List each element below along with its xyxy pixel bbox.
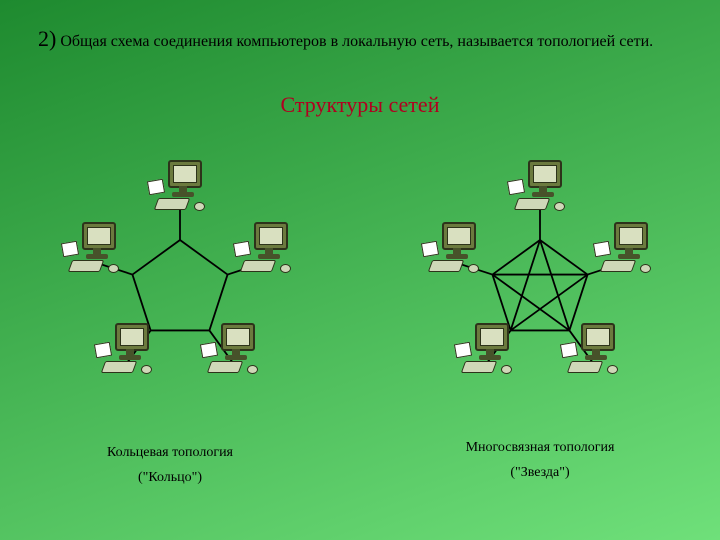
- subtitle-text: Структуры сетей: [281, 92, 440, 117]
- mouse-icon: [280, 264, 291, 273]
- monitor-base: [119, 355, 141, 360]
- diagram-mesh: [400, 140, 680, 400]
- computer-node: [64, 222, 124, 277]
- caption-mesh: Многосвязная топология ("Звезда"): [440, 435, 640, 485]
- monitor-stand: [126, 349, 134, 355]
- mouse-icon: [640, 264, 651, 273]
- monitor-icon: [115, 323, 149, 351]
- paper-icon: [61, 241, 79, 258]
- keyboard-icon: [567, 361, 603, 373]
- monitor-stand: [486, 349, 494, 355]
- monitor-base: [446, 254, 468, 259]
- monitor-base: [258, 254, 280, 259]
- monitor-base: [585, 355, 607, 360]
- computer-node: [150, 160, 210, 215]
- computer-node: [424, 222, 484, 277]
- mouse-icon: [468, 264, 479, 273]
- computer-node: [596, 222, 656, 277]
- diagram-ring: [40, 140, 320, 400]
- computer-node: [203, 323, 263, 378]
- monitor-icon: [221, 323, 255, 351]
- heading-text: Общая схема соединения компьютеров в лок…: [60, 33, 653, 50]
- paper-icon: [147, 179, 165, 196]
- monitor-base: [618, 254, 640, 259]
- monitor-base: [479, 355, 501, 360]
- paper-icon: [560, 342, 578, 359]
- keyboard-icon: [101, 361, 137, 373]
- computer-node: [563, 323, 623, 378]
- paper-icon: [94, 342, 112, 359]
- mouse-icon: [194, 202, 205, 211]
- paper-icon: [592, 241, 610, 258]
- monitor-icon: [528, 160, 562, 188]
- monitor-icon: [168, 160, 202, 188]
- heading: 2) Общая схема соединения компьютеров в …: [38, 24, 678, 54]
- monitor-icon: [82, 222, 116, 250]
- mouse-icon: [247, 365, 258, 374]
- computer-node: [97, 323, 157, 378]
- monitor-base: [86, 254, 108, 259]
- keyboard-icon: [239, 260, 275, 272]
- keyboard-icon: [68, 260, 104, 272]
- monitor-stand: [232, 349, 240, 355]
- keyboard-icon: [514, 198, 550, 210]
- caption-mesh-line1: Многосвязная топология: [466, 440, 615, 455]
- caption-ring-line1: Кольцевая топология: [107, 445, 233, 460]
- monitor-icon: [614, 222, 648, 250]
- keyboard-icon: [154, 198, 190, 210]
- keyboard-icon: [207, 361, 243, 373]
- keyboard-icon: [428, 260, 464, 272]
- mouse-icon: [108, 264, 119, 273]
- monitor-base: [532, 192, 554, 197]
- paper-icon: [232, 241, 250, 258]
- monitor-base: [225, 355, 247, 360]
- caption-ring: Кольцевая топология ("Кольцо"): [80, 440, 260, 490]
- computer-node: [457, 323, 517, 378]
- caption-mesh-line2: ("Звезда"): [440, 460, 640, 485]
- paper-icon: [454, 342, 472, 359]
- mouse-icon: [141, 365, 152, 374]
- keyboard-icon: [599, 260, 635, 272]
- slide: 2) Общая схема соединения компьютеров в …: [0, 0, 720, 540]
- subtitle: Структуры сетей: [0, 92, 720, 118]
- mouse-icon: [607, 365, 618, 374]
- mouse-icon: [501, 365, 512, 374]
- keyboard-icon: [461, 361, 497, 373]
- paper-icon: [421, 241, 439, 258]
- computer-node: [236, 222, 296, 277]
- mouse-icon: [554, 202, 565, 211]
- computer-node: [510, 160, 570, 215]
- paper-icon: [200, 342, 218, 359]
- monitor-icon: [254, 222, 288, 250]
- monitor-icon: [581, 323, 615, 351]
- paper-icon: [507, 179, 525, 196]
- monitor-icon: [475, 323, 509, 351]
- monitor-stand: [592, 349, 600, 355]
- caption-ring-line2: ("Кольцо"): [80, 465, 260, 490]
- monitor-icon: [442, 222, 476, 250]
- heading-number: 2): [38, 26, 56, 51]
- monitor-base: [172, 192, 194, 197]
